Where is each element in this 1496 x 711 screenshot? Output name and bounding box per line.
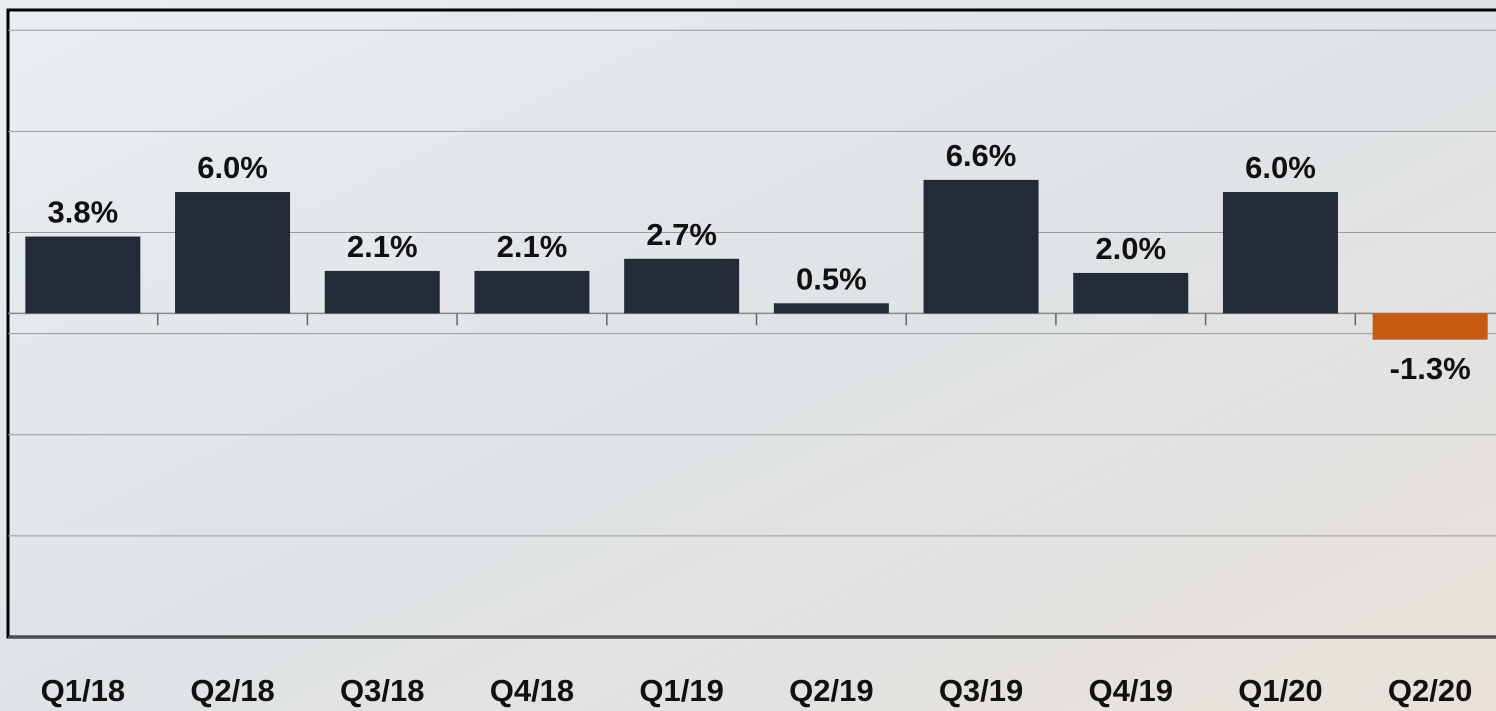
bar <box>474 270 590 314</box>
x-tick-label: Q3/18 <box>340 673 424 708</box>
bar <box>1222 192 1338 314</box>
x-tick-label: Q2/20 <box>1388 673 1472 708</box>
value-label: -1.3% <box>1390 351 1471 386</box>
x-tick-label: Q1/18 <box>41 673 125 708</box>
x-tick-label: Q3/19 <box>939 673 1023 708</box>
value-label: 2.7% <box>646 217 717 252</box>
value-label: 2.0% <box>1095 231 1166 266</box>
bar <box>25 236 141 314</box>
value-label: 0.5% <box>796 261 867 296</box>
value-label: 6.0% <box>1245 150 1316 185</box>
x-tick-label: Q4/18 <box>490 673 574 708</box>
value-label: 6.0% <box>197 150 268 185</box>
x-tick-label: Q2/19 <box>789 673 873 708</box>
x-tick-label: Q2/18 <box>190 673 274 708</box>
bar <box>773 303 889 314</box>
x-tick-label: Q4/19 <box>1089 673 1173 708</box>
value-label: 2.1% <box>347 229 418 264</box>
bar <box>1372 313 1488 340</box>
value-label: 3.8% <box>48 195 119 230</box>
bar <box>624 258 740 314</box>
bar <box>324 270 440 314</box>
bar <box>175 192 291 314</box>
value-label: 6.6% <box>946 138 1017 173</box>
value-label: 2.1% <box>497 229 568 264</box>
bar <box>923 179 1039 314</box>
bar <box>1073 272 1189 314</box>
x-tick-label: Q1/19 <box>639 673 723 708</box>
x-tick-label: Q1/20 <box>1238 673 1322 708</box>
